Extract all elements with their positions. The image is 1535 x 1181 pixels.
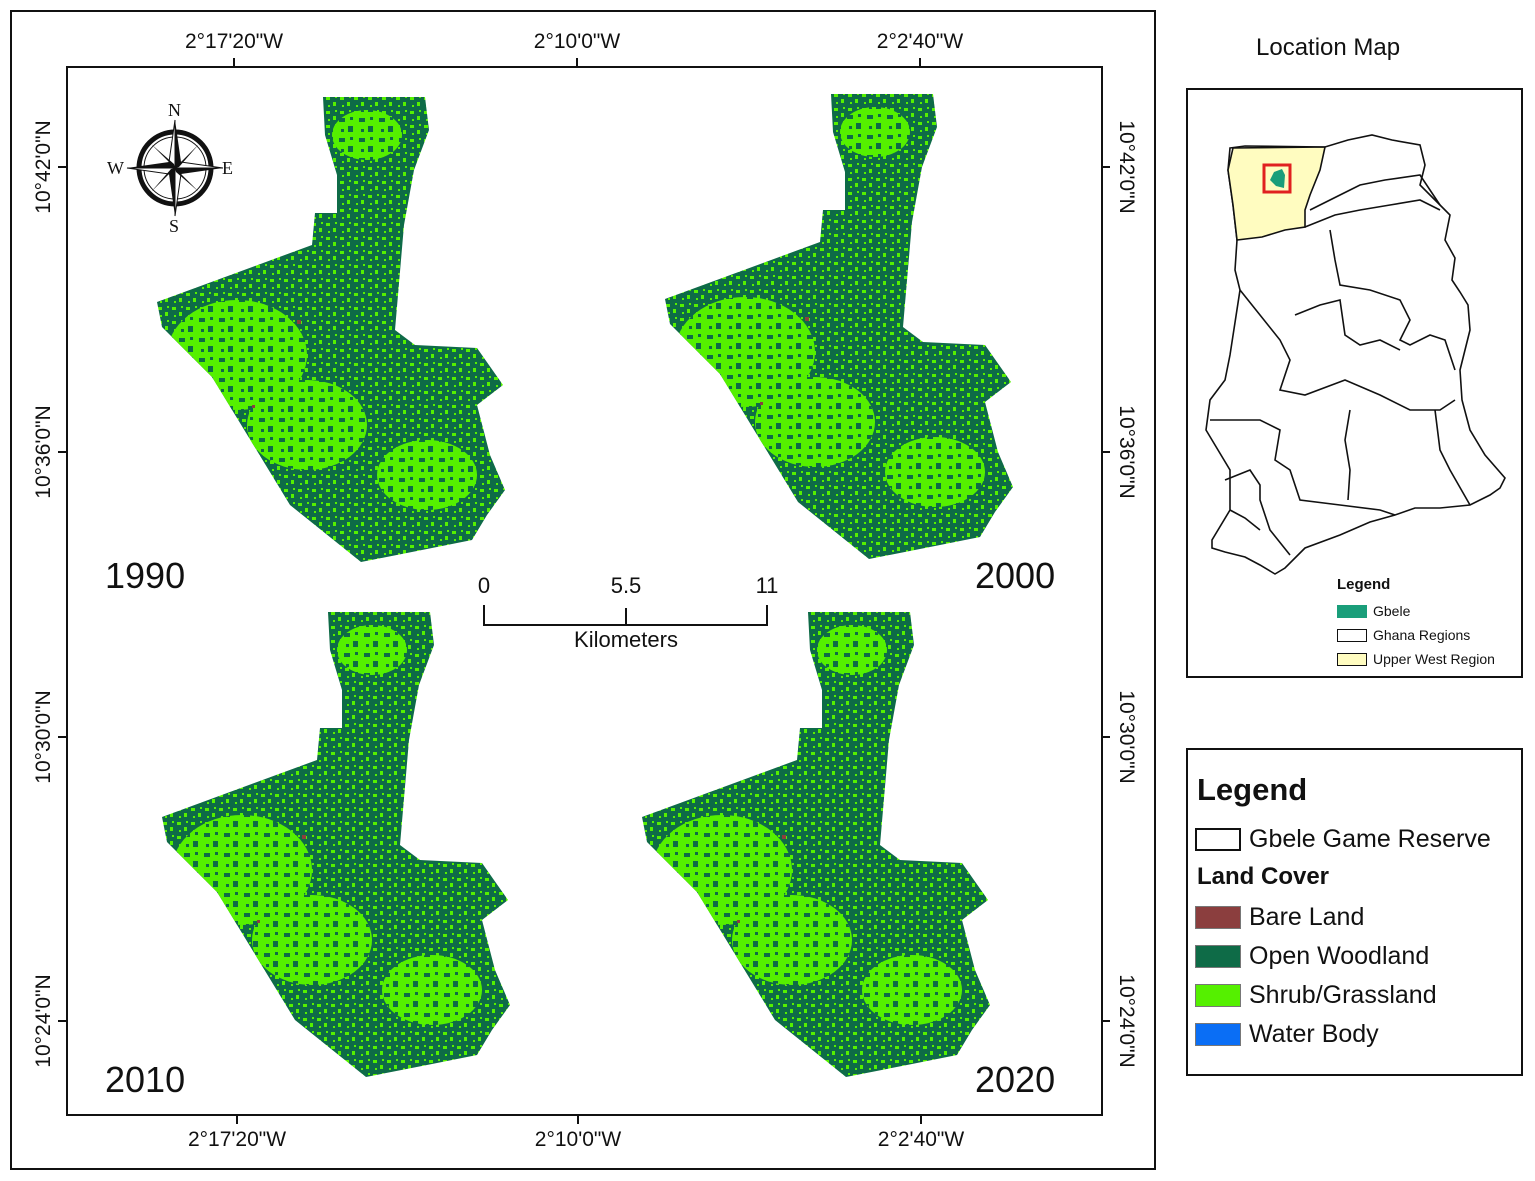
compass-w: W — [107, 158, 124, 178]
lon-label-top-1: 2°17'20"W — [184, 30, 284, 53]
lat-label-right-1: 10°42'0"N — [1115, 120, 1138, 214]
land-cover-title: Land Cover — [1197, 863, 1330, 890]
location-legend-label: Gbele — [1373, 603, 1411, 619]
legend-box — [1186, 748, 1523, 1076]
gbele-swatch — [1337, 604, 1367, 618]
open-woodland-swatch — [1195, 945, 1241, 968]
legend-label: Open Woodland — [1249, 942, 1430, 970]
year-label-1990: 1990 — [105, 555, 186, 596]
reserve-map-2000 — [665, 92, 1015, 562]
location-legend-item-regions: Ghana Regions — [1337, 627, 1470, 643]
water-body-swatch — [1195, 1023, 1241, 1046]
compass-e: E — [222, 158, 233, 178]
legend-item-shrub-grassland: Shrub/Grassland — [1195, 981, 1437, 1010]
lat-label-right-2: 10°36'0"N — [1115, 405, 1138, 499]
reserve-map-2010 — [162, 610, 512, 1080]
location-map-title: Location Map — [1256, 34, 1401, 61]
boundary-swatch — [1195, 828, 1241, 851]
year-label-2020: 2020 — [975, 1059, 1056, 1100]
lon-label-top-3: 2°2'40"W — [876, 30, 964, 53]
lon-label-top-2: 2°10'0"W — [533, 30, 621, 53]
compass-n: N — [168, 100, 181, 120]
map-frame — [66, 66, 1103, 1116]
legend-label: Water Body — [1249, 1020, 1379, 1048]
regions-swatch — [1337, 628, 1367, 642]
lon-label-bottom-3: 2°2'40"W — [877, 1128, 965, 1151]
reserve-map-2020 — [642, 610, 992, 1080]
outer-frame — [10, 10, 1156, 1170]
location-legend-label: Upper West Region — [1373, 651, 1495, 667]
compass-s: S — [169, 216, 180, 236]
lat-label-left-2: 10°36'0"N — [32, 405, 55, 499]
legend-item-boundary: Gbele Game Reserve — [1195, 825, 1491, 854]
upper-west-swatch — [1337, 652, 1367, 666]
legend-item-water-body: Water Body — [1195, 1020, 1379, 1049]
lat-label-left-3: 10°30'0"N — [32, 690, 55, 784]
year-label-2010: 2010 — [105, 1059, 186, 1100]
bare-land-swatch — [1195, 906, 1241, 929]
legend-title: Legend — [1197, 772, 1308, 807]
lon-label-bottom-2: 2°10'0"W — [534, 1128, 622, 1151]
legend-item-bare-land: Bare Land — [1195, 903, 1364, 932]
north-arrow-icon — [126, 119, 224, 217]
location-legend-item-gbele: Gbele — [1337, 603, 1410, 619]
lat-label-left-4: 10°24'0"N — [32, 974, 55, 1068]
scale-tick-0: 0 — [477, 573, 491, 598]
lat-label-right-4: 10°24'0"N — [1115, 974, 1138, 1068]
year-label-2000: 2000 — [975, 555, 1056, 596]
legend-label: Bare Land — [1249, 903, 1365, 931]
scale-tick-end: 11 — [755, 573, 779, 598]
scale-tick-mid: 5.5 — [610, 573, 642, 598]
location-legend-label: Ghana Regions — [1373, 627, 1471, 643]
legend-label: Gbele Game Reserve — [1249, 825, 1491, 853]
location-legend-item-upper-west: Upper West Region — [1337, 651, 1495, 667]
scale-bar — [483, 605, 768, 626]
lon-label-bottom-1: 2°17'20"W — [187, 1128, 287, 1151]
lat-label-right-3: 10°30'0"N — [1115, 690, 1138, 784]
legend-label: Shrub/Grassland — [1249, 981, 1437, 1009]
lat-label-left-1: 10°42'0"N — [32, 120, 55, 214]
location-map-box — [1186, 88, 1523, 678]
scale-unit: Kilometers — [574, 627, 678, 652]
shrub-grassland-swatch — [1195, 984, 1241, 1007]
location-legend-title: Legend — [1337, 576, 1391, 593]
legend-item-open-woodland: Open Woodland — [1195, 942, 1429, 971]
